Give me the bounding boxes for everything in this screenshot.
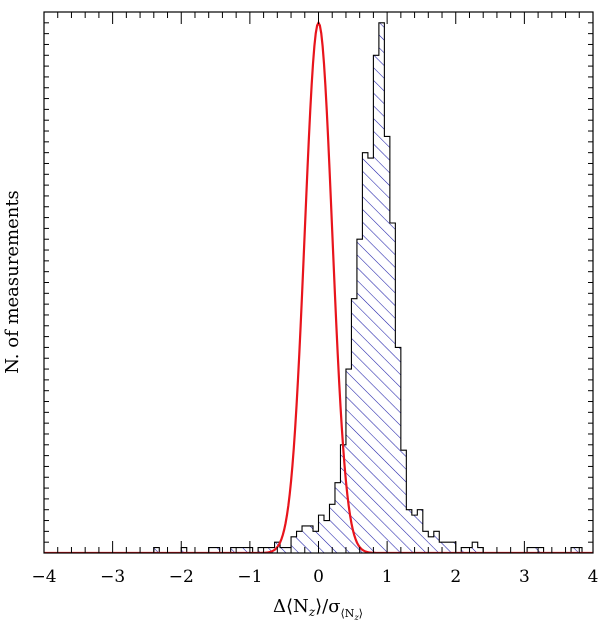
- histogram-bar: [329, 504, 335, 553]
- histogram-bar: [334, 482, 341, 553]
- histogram-bar: [389, 222, 396, 553]
- histogram-bar: [406, 509, 412, 553]
- histogram-bar: [367, 158, 374, 553]
- histogram-bar: [378, 22, 385, 553]
- histogram-bar: [323, 520, 330, 553]
- histogram-bars: [153, 22, 583, 553]
- y-axis-label: N. of measurements: [2, 190, 23, 374]
- histogram-bar: [461, 547, 467, 553]
- histogram-bar: [307, 525, 314, 553]
- histogram-bar: [411, 515, 418, 553]
- histogram-bar: [214, 547, 220, 553]
- x-tick-labels: −4 −3 −2 −1 0 1 2 3 4: [31, 567, 598, 587]
- x-tick-label: 0: [313, 567, 324, 587]
- histogram-bar: [241, 547, 248, 553]
- histogram-bar: [340, 444, 346, 553]
- x-tick-label: −3: [100, 567, 125, 587]
- histogram-bar: [345, 369, 352, 553]
- x-tick-label: 3: [519, 567, 530, 587]
- histogram-bar: [373, 55, 379, 553]
- histogram-bar: [285, 547, 292, 553]
- x-tick-label: −2: [169, 567, 194, 587]
- x-tick-label: 1: [382, 567, 393, 587]
- histogram-bar: [351, 298, 357, 553]
- histogram-bar: [433, 531, 440, 553]
- histogram-bar: [236, 547, 242, 553]
- histogram-bar: [428, 536, 434, 553]
- histogram-bar: [208, 547, 215, 553]
- histogram-bar: [263, 547, 270, 553]
- histogram-bar: [527, 547, 533, 553]
- gaussian-fit-curve: [44, 20, 593, 553]
- histogram-bar: [571, 547, 577, 553]
- histogram-bar: [291, 536, 297, 553]
- histogram-bar: [230, 547, 237, 553]
- histogram-bar: [422, 531, 429, 553]
- histogram-bar: [538, 547, 544, 553]
- x-axis-label: Δ⟨Nz⟩/σ⟨Nz⟩: [273, 596, 363, 621]
- histogram-bar: [153, 547, 160, 553]
- histogram-bar: [384, 136, 390, 553]
- histogram-bar: [417, 509, 423, 553]
- x-tick-label: −4: [31, 567, 56, 587]
- histogram-bar: [532, 547, 539, 553]
- histogram-bar: [356, 239, 363, 553]
- histogram-outline: [153, 22, 593, 553]
- histogram-bar: [472, 542, 478, 553]
- histogram-bar: [296, 531, 303, 553]
- histogram-bar: [318, 515, 324, 553]
- histogram-bar: [395, 347, 401, 553]
- histogram-bar: [258, 547, 264, 553]
- x-tick-label: 2: [450, 567, 461, 587]
- histogram-bar: [302, 525, 308, 553]
- histogram-bar: [444, 542, 451, 553]
- histogram-bar: [280, 547, 286, 553]
- x-tick-label: −1: [237, 567, 262, 587]
- plot-frame: [43, 11, 594, 554]
- histogram-bar: [477, 547, 484, 553]
- axis-ticks: [43, 11, 594, 554]
- histogram-bar: [400, 450, 407, 553]
- histogram-bar: [313, 531, 319, 553]
- x-tick-label: 4: [588, 567, 599, 587]
- histogram-bar: [181, 547, 187, 553]
- histogram-bar: [362, 152, 368, 553]
- histogram-bar: [450, 542, 456, 553]
